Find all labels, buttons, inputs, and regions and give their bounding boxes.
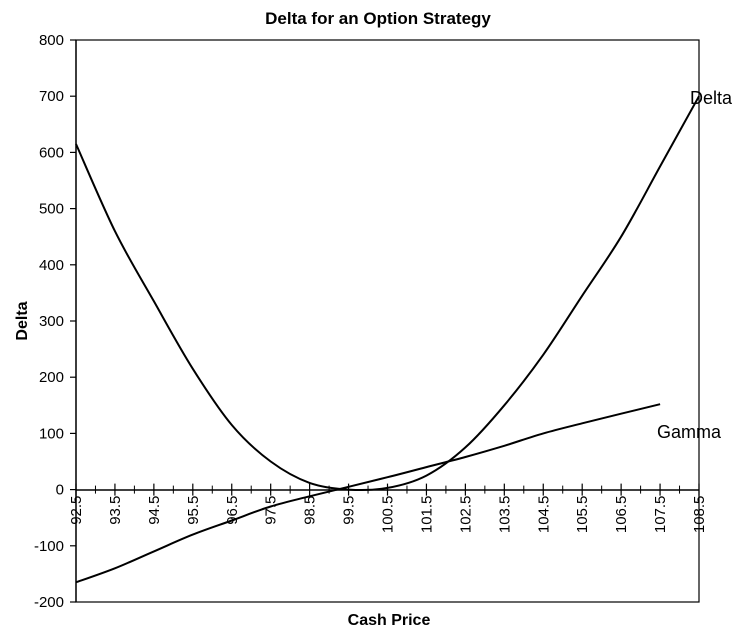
x-tick-label: 101.5 bbox=[418, 496, 435, 534]
chart-title: Delta for an Option Strategy bbox=[265, 9, 491, 28]
x-axis-title: Cash Price bbox=[348, 612, 431, 629]
y-tick-label: 300 bbox=[39, 313, 64, 330]
x-tick-label: 108.5 bbox=[691, 496, 708, 534]
x-tick-label: 103.5 bbox=[496, 496, 513, 534]
x-tick-label: 100.5 bbox=[380, 496, 397, 534]
x-ticks: 92.5 93.5 94.5 95.5 96.5 97.5 98.5 99.5 100.5 101… bbox=[68, 483, 708, 534]
x-tick-label: 97.5 bbox=[263, 496, 280, 525]
series-line-delta bbox=[75, 95, 700, 492]
y-tick-label: 800 bbox=[39, 32, 64, 49]
y-tick-label: -200 bbox=[34, 594, 64, 611]
x-tick-label: 95.5 bbox=[185, 496, 202, 525]
y-ticks: -200 -100 0 100 200 300 400 500 600 700 800 bbox=[34, 32, 76, 611]
x-tick-label: 92.5 bbox=[68, 496, 85, 525]
x-tick-label: 96.5 bbox=[224, 496, 241, 525]
x-tick-label: 104.5 bbox=[535, 496, 552, 534]
x-tick-label: 102.5 bbox=[457, 496, 474, 534]
y-axis-title: Delta bbox=[14, 301, 31, 340]
y-tick-label: 500 bbox=[39, 201, 64, 218]
y-tick-label: -100 bbox=[34, 538, 64, 555]
y-tick-label: 600 bbox=[39, 144, 64, 161]
x-tick-label: 105.5 bbox=[574, 496, 591, 534]
y-tick-label: 100 bbox=[39, 425, 64, 442]
series-label-delta: Delta bbox=[690, 88, 733, 108]
x-tick-label: 107.5 bbox=[652, 496, 669, 534]
y-tick-label: 400 bbox=[39, 257, 64, 274]
series-lines bbox=[75, 95, 700, 584]
y-tick-label: 0 bbox=[56, 482, 64, 499]
x-tick-label: 94.5 bbox=[146, 496, 163, 525]
series-line-gamma bbox=[75, 403, 661, 584]
series-label-gamma: Gamma bbox=[657, 422, 722, 442]
x-tick-label: 106.5 bbox=[613, 496, 630, 534]
y-tick-label: 200 bbox=[39, 369, 64, 386]
y-tick-label: 700 bbox=[39, 88, 64, 105]
x-tick-label: 98.5 bbox=[302, 496, 319, 525]
x-tick-label: 99.5 bbox=[341, 496, 358, 525]
x-tick-label: 93.5 bbox=[107, 496, 124, 525]
